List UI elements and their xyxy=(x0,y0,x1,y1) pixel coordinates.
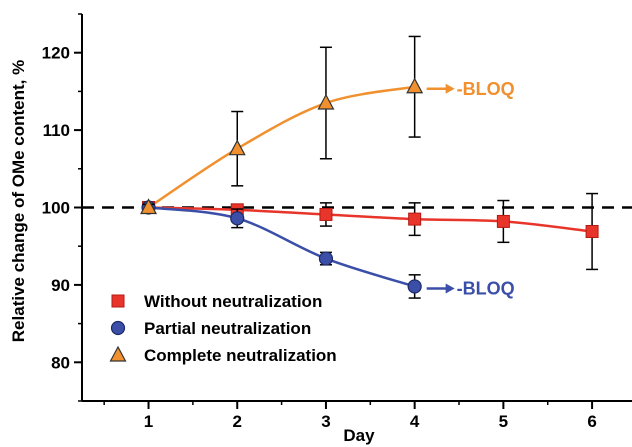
legend-marker-partial-neutralization xyxy=(110,320,126,336)
series-layer xyxy=(140,35,599,299)
x-axis-label: Day xyxy=(343,426,375,445)
y-tick-label: 100 xyxy=(42,199,70,218)
legend-marker-without-neutralization xyxy=(111,294,125,308)
data-point-without-neutralization xyxy=(496,214,510,228)
data-point-complete-neutralization xyxy=(228,139,246,156)
legend: Without neutralization Partial neutraliza… xyxy=(109,292,337,365)
series-line-complete-neutralization xyxy=(147,85,415,209)
x-tick-label: 1 xyxy=(144,412,153,431)
data-point-partial-neutralization xyxy=(318,251,334,266)
data-point-partial-neutralization xyxy=(407,279,422,294)
y-tick-label: 90 xyxy=(51,276,70,295)
x-tick-label: 6 xyxy=(587,412,596,431)
data-point-without-neutralization xyxy=(585,224,599,238)
x-tick-label: 4 xyxy=(410,412,420,431)
series-line-without-neutralization xyxy=(148,206,593,233)
y-tick-label: 80 xyxy=(51,353,70,372)
data-point-without-neutralization xyxy=(319,207,333,221)
x-tick-label: 3 xyxy=(321,412,330,431)
x-tick-label: 5 xyxy=(499,412,508,431)
legend-label-without-neutralization: Without neutralization xyxy=(144,292,322,311)
annotation-label-partial-neutralization: -BLOQ xyxy=(457,278,515,298)
legend-label-partial-neutralization: Partial neutralization xyxy=(144,319,311,338)
legend-marker-complete-neutralization xyxy=(109,345,127,362)
annotations: -BLOQ -BLOQ xyxy=(426,79,515,298)
data-point-partial-neutralization xyxy=(230,211,245,226)
x-tick-label: 2 xyxy=(233,412,242,431)
y-tick-label: 120 xyxy=(42,44,70,63)
legend-label-complete-neutralization: Complete neutralization xyxy=(144,346,337,365)
axes: 80 90 100 110 120 1 2 3 4 5 6 xyxy=(42,13,632,431)
data-point-without-neutralization xyxy=(408,212,422,226)
data-point-complete-neutralization xyxy=(406,77,424,94)
data-point-complete-neutralization xyxy=(317,93,335,110)
series-line-partial-neutralization xyxy=(148,206,416,288)
annotation-label-complete-neutralization: -BLOQ xyxy=(457,79,515,99)
data-point-complete-neutralization xyxy=(140,198,158,215)
annotation-arrowhead-partial-neutralization xyxy=(445,283,455,294)
y-axis-label: Relative change of OMe content, % xyxy=(9,60,28,342)
y-tick-label: 110 xyxy=(43,121,70,140)
annotation-arrowhead-complete-neutralization xyxy=(445,83,455,94)
